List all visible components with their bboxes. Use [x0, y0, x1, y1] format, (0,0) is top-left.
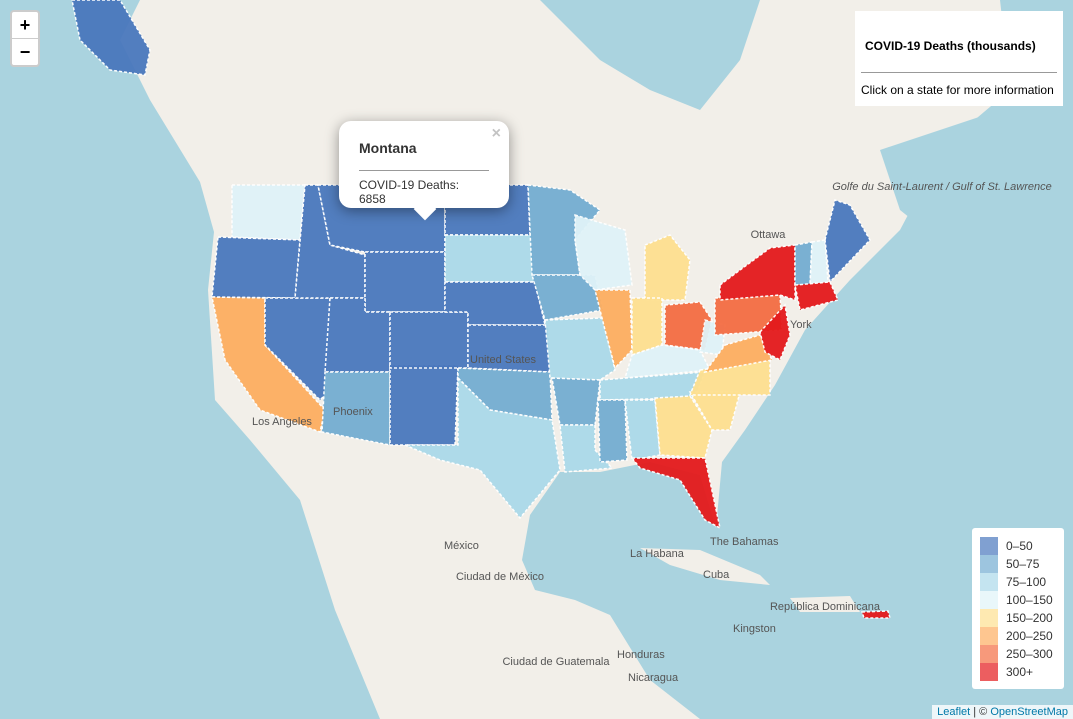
- state[interactable]: [644, 234, 691, 301]
- leaflet-link[interactable]: Leaflet: [937, 706, 971, 718]
- map-label: York: [790, 319, 812, 331]
- map-label: Los Angeles: [252, 416, 312, 428]
- map-label: Phoenix: [333, 406, 373, 418]
- state[interactable]: [324, 297, 391, 373]
- state[interactable]: [623, 344, 712, 379]
- map-label: Ciudad de México: [456, 571, 544, 583]
- zoom-in[interactable]: +: [19, 15, 31, 35]
- legend-swatch: [980, 537, 998, 555]
- popup-value: 6858: [359, 192, 386, 206]
- legend-item: 100–150: [980, 591, 1064, 609]
- map-label: La Habana: [630, 548, 685, 560]
- zoom-out[interactable]: −: [12, 38, 38, 65]
- st-lawrence-gulf: [880, 110, 1010, 250]
- info-panel: COVID-19 Deaths (thousands) Click on a s…: [855, 11, 1063, 106]
- popup: × Montana COVID-19 Deaths: 6858: [339, 121, 509, 221]
- state[interactable]: [688, 391, 741, 431]
- map-label: Honduras: [617, 649, 665, 661]
- legend-item: 200–250: [980, 627, 1064, 645]
- cuba: [640, 548, 770, 585]
- legend-label: 0–50: [1006, 539, 1033, 553]
- state[interactable]: [719, 244, 796, 302]
- legend: 0–50 50–75 75–100 100–150 150–200 200–250 250–…: [972, 528, 1064, 689]
- hudson-bay: [540, 0, 760, 110]
- map-label: Ciudad de Guatemala: [502, 656, 610, 668]
- legend-swatch: [980, 663, 998, 681]
- states[interactable]: [71, 0, 891, 619]
- map-label: México: [444, 540, 479, 552]
- divider: [861, 72, 1057, 73]
- legend-swatch: [980, 591, 998, 609]
- state[interactable]: [389, 311, 469, 369]
- popup-text: COVID-19 Deaths: 6858: [359, 178, 489, 206]
- state[interactable]: [703, 334, 774, 374]
- map-label: Cuba: [703, 569, 730, 581]
- state[interactable]: [551, 377, 601, 426]
- legend-label: 200–250: [1006, 629, 1053, 643]
- state[interactable]: [794, 281, 840, 311]
- osm-link[interactable]: OpenStreetMap: [990, 706, 1068, 718]
- map-label: Nicaragua: [628, 672, 679, 684]
- state[interactable]: [624, 399, 661, 461]
- state[interactable]: [594, 289, 633, 370]
- divider: [359, 170, 489, 171]
- state[interactable]: [364, 251, 446, 313]
- state[interactable]: [574, 213, 633, 291]
- state[interactable]: [860, 610, 891, 619]
- attribution-separator: | ©: [973, 706, 988, 718]
- state[interactable]: [759, 303, 791, 362]
- legend-item: 300+: [980, 663, 1064, 681]
- state[interactable]: [404, 376, 561, 520]
- legend-label: 50–75: [1006, 557, 1040, 571]
- legend-item: 0–50: [980, 537, 1064, 555]
- legend-item: 150–200: [980, 609, 1064, 627]
- popup-label: COVID-19 Deaths:: [359, 178, 460, 192]
- state[interactable]: [389, 364, 459, 446]
- state[interactable]: [264, 297, 331, 402]
- state[interactable]: [654, 395, 713, 459]
- legend-swatch: [980, 609, 998, 627]
- legend-item: 250–300: [980, 645, 1064, 663]
- map-label: The Bahamas: [710, 536, 779, 548]
- state[interactable]: [599, 371, 707, 401]
- zoom-control: + −: [10, 10, 40, 67]
- state[interactable]: [211, 236, 301, 299]
- map-label: Golfe du Saint-Laurent / Gulf of St. Law…: [832, 181, 1052, 193]
- state[interactable]: [824, 199, 871, 284]
- attribution: Leaflet | © OpenStreetMap: [932, 705, 1073, 719]
- state[interactable]: [597, 399, 628, 463]
- legend-item: 75–100: [980, 573, 1064, 591]
- map-label: United States: [470, 354, 537, 366]
- state[interactable]: [71, 0, 151, 76]
- info-hint: Click on a state for more information: [861, 83, 1054, 97]
- map-label: Ottawa: [751, 229, 787, 241]
- map-label: República Dominicana: [770, 601, 881, 613]
- legend-swatch: [980, 573, 998, 591]
- state[interactable]: [231, 184, 306, 241]
- state[interactable]: [809, 239, 829, 286]
- legend-label: 75–100: [1006, 575, 1047, 589]
- legend-label: 250–300: [1006, 647, 1053, 661]
- state[interactable]: [544, 317, 616, 381]
- legend-label: 100–150: [1006, 593, 1053, 607]
- legend-label: 150–200: [1006, 611, 1053, 625]
- legend-label: 300+: [1006, 665, 1034, 679]
- state[interactable]: [531, 274, 604, 321]
- popup-title: Montana: [359, 140, 417, 156]
- legend-swatch: [980, 627, 998, 645]
- state[interactable]: [630, 457, 722, 530]
- state[interactable]: [444, 234, 536, 283]
- legend-item: 50–75: [980, 555, 1064, 573]
- map-label: Kingston: [733, 623, 776, 635]
- legend-swatch: [980, 555, 998, 573]
- state[interactable]: [794, 241, 813, 286]
- info-title: COVID-19 Deaths (thousands): [865, 39, 1036, 53]
- hispaniola: [790, 596, 860, 612]
- legend-swatch: [980, 645, 998, 663]
- popup-close[interactable]: ×: [491, 125, 501, 142]
